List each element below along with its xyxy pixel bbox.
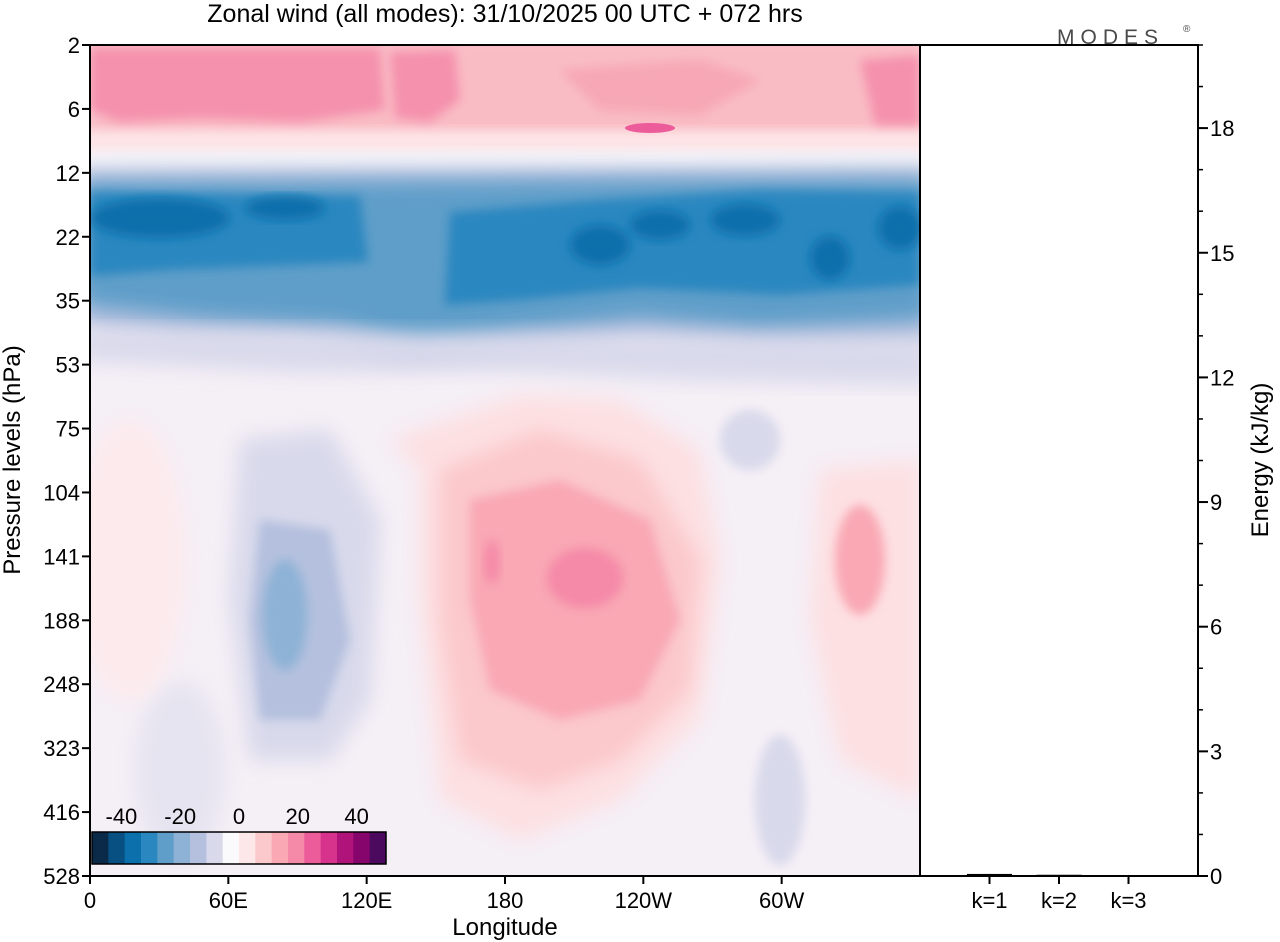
colorbar-swatch	[271, 832, 289, 864]
heatmap-x-axis: 0 60E 120E 180 120W 60W	[84, 876, 805, 913]
x-tick-label: 120E	[341, 888, 392, 913]
energy-tick-label: 9	[1210, 490, 1222, 515]
jet-core-east	[445, 190, 920, 305]
wind-region-upper-westerly-band	[90, 45, 920, 160]
colorbar-swatch	[353, 832, 371, 864]
y-tick-label: 22	[56, 225, 80, 250]
y-tick-label: 141	[43, 544, 80, 569]
weak-westerly-inner	[835, 505, 885, 615]
zonal-wind-heatmap	[90, 45, 920, 876]
heatmap-y-axis: 2 6 12 22 35 53 75 104 141 188 248 323 416 528	[43, 33, 90, 889]
modes-logo-mark: ®	[1183, 24, 1191, 35]
energy-bar	[1036, 874, 1082, 877]
jet-max-2	[245, 196, 325, 220]
jet-max-6	[810, 236, 850, 280]
y-tick-label: 2	[68, 33, 80, 58]
colorbar-frame	[91, 831, 387, 865]
colorbar-swatch	[239, 832, 256, 864]
energy-category-label: k=1	[971, 888, 1007, 913]
y-tick-label: 104	[43, 480, 80, 505]
energy-tick-label: 3	[1210, 739, 1222, 764]
colorbar-swatch	[222, 832, 240, 864]
wind-region-weak-westerlies	[90, 420, 920, 800]
jet-max-7	[878, 206, 920, 250]
colorbar-swatch	[255, 832, 273, 864]
easterly-patch-west	[755, 735, 805, 865]
y-tick-label: 6	[68, 97, 80, 122]
upper-band-patch-east	[560, 60, 760, 115]
modes-logo: MODES	[1057, 26, 1164, 49]
colorbar-swatch	[141, 832, 158, 864]
y-tick-label: 12	[56, 161, 80, 186]
upper-band-patch-far-east	[860, 55, 920, 125]
upper-band-spot	[625, 123, 675, 133]
y-tick-label: 528	[43, 864, 80, 889]
energy-panel-frame	[919, 44, 1199, 877]
energy-bar	[966, 873, 1013, 876]
easterly-patch-south	[135, 680, 225, 860]
y-tick-label: 416	[43, 800, 80, 825]
x-tick-label: 120W	[615, 888, 673, 913]
wind-region-easterly-anomaly	[135, 410, 805, 865]
westerly-spot	[484, 540, 500, 584]
colorbar-swatch	[92, 832, 109, 864]
colorbar-swatch	[108, 832, 126, 864]
jet-max-3	[570, 225, 630, 265]
energy-tick-label: 18	[1210, 116, 1234, 141]
y-axis-label: Pressure levels (hPa)	[0, 345, 26, 574]
energy-axis-label: Energy (kJ/kg)	[1247, 383, 1274, 538]
colorbar-swatch	[320, 832, 338, 864]
colorbar-swatch	[304, 832, 322, 864]
weak-westerly-west	[90, 420, 185, 700]
colorbar-swatch	[190, 832, 207, 864]
y-tick-label: 53	[56, 353, 80, 378]
jet-max-5	[710, 204, 780, 236]
energy-category-label: k=3	[1110, 888, 1146, 913]
wind-region-westerly-anomaly	[390, 395, 720, 840]
wind-region-weak-easterlies	[90, 330, 920, 385]
x-tick-label: 60W	[759, 888, 804, 913]
x-tick-label: 180	[487, 888, 524, 913]
y-tick-label: 75	[56, 417, 80, 442]
easterly-patch-small	[720, 410, 780, 470]
chart-title: Zonal wind (all modes): 31/10/2025 00 UT…	[207, 0, 802, 28]
colorbar-tick-label: 0	[233, 804, 245, 829]
energy-tick-label: 12	[1210, 365, 1234, 390]
energy-tick-label: 15	[1210, 241, 1234, 266]
upper-band-patch-west	[90, 48, 385, 122]
colorbar-tick-label: -40	[106, 804, 138, 829]
energy-tick-label: 0	[1210, 864, 1222, 889]
y-tick-label: 323	[43, 736, 80, 761]
colorbar-swatch	[157, 832, 175, 864]
colorbar-swatch	[337, 832, 354, 864]
x-tick-label: 60E	[209, 888, 248, 913]
colorbar-tick-label: 20	[286, 804, 310, 829]
jet-max-4	[630, 210, 690, 240]
colorbar: -40 -20 0 20 40	[91, 804, 387, 865]
energy-tick-label: 6	[1210, 615, 1222, 640]
energy-panel: 0 3 6 9 12 15 18 k=1 k=2 k=3	[966, 44, 1234, 913]
colorbar-swatch	[369, 832, 387, 864]
jet-max-1	[90, 198, 230, 238]
colorbar-swatch	[206, 832, 224, 864]
wind-region-easterly-jet	[90, 168, 920, 360]
energy-category-label: k=2	[1041, 888, 1077, 913]
colorbar-swatch	[288, 832, 305, 864]
y-tick-label: 188	[43, 608, 80, 633]
upper-band-patch-mid	[390, 50, 460, 122]
colorbar-swatch	[173, 832, 191, 864]
x-tick-label: 0	[84, 888, 96, 913]
energy-bar	[1105, 875, 1152, 877]
y-tick-label: 35	[56, 289, 80, 314]
colorbar-tick-label: -20	[164, 804, 196, 829]
y-tick-label: 248	[43, 672, 80, 697]
westerly-maximum	[547, 548, 623, 608]
colorbar-tick-label: 40	[344, 804, 368, 829]
x-axis-label: Longitude	[452, 914, 557, 941]
colorbar-swatch	[124, 832, 142, 864]
transition-band	[90, 150, 920, 172]
easterly-core	[263, 560, 307, 670]
